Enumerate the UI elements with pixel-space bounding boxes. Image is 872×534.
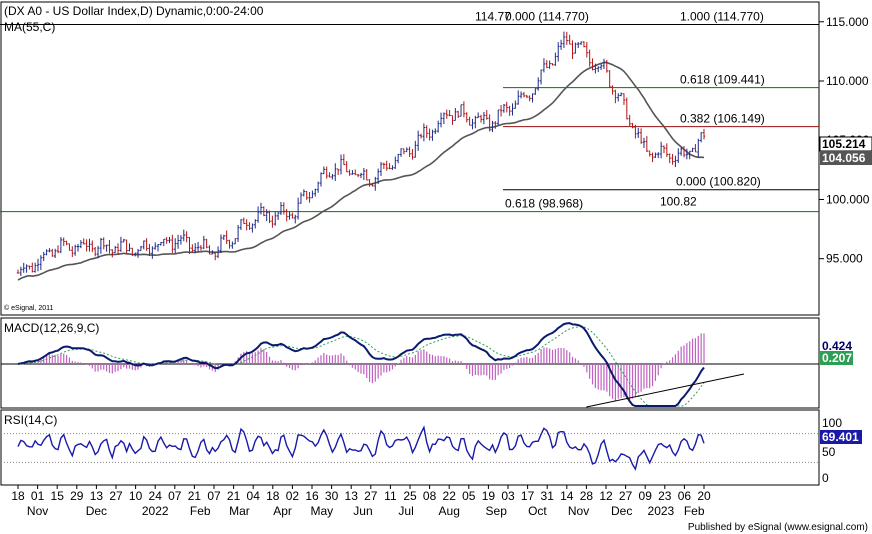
rsi-value-flag [820,430,862,444]
date-tick-label: 18 [266,489,280,503]
month-label: 2023 [648,504,675,518]
month-label: Apr [273,504,292,518]
date-tick-label: 20 [697,489,711,503]
month-label: Jun [353,504,372,518]
month-label: Nov [568,504,589,518]
fib-label: 0.382 (106.149) [680,112,765,126]
date-tick-label: 15 [51,489,65,503]
publisher-text: Published by eSignal (www.esignal.com) [688,522,868,533]
date-tick-label: 11 [384,489,397,503]
fib-label: 0.000 (114.770) [505,9,589,23]
date-tick-label: 04 [247,489,261,503]
date-tick-label: 10 [129,489,143,503]
date-tick-label: 28 [580,489,594,503]
month-label: Mar [229,504,250,518]
date-tick-label: 07 [207,489,221,503]
rsi-value: 69.401 [822,430,859,444]
rsi-line [17,425,705,471]
fib-label: 1.000 (114.770) [680,9,764,23]
month-label: Sep [486,504,508,518]
rsi-plot [1,425,819,471]
date-tick-label: 27 [619,489,633,503]
fib-label: 0.618 (109.441) [680,73,765,87]
date-tick-label: 13 [345,489,359,503]
fib-label: 0.618 (98.968) [505,197,583,211]
rsi-title: RSI(14,C) [4,413,57,427]
date-tick-label: 31 [541,489,555,503]
date-tick-label: 01 [31,489,45,503]
date-tick-label: 03 [501,489,515,503]
date-tick-label: 18 [11,489,25,503]
macd-value-flag [820,339,872,350]
ma-value-flag [820,151,872,165]
month-label: Feb [684,504,705,518]
date-tick-label: 29 [70,489,84,503]
last-price-value: 105.214 [822,137,866,151]
date-tick-label: 22 [443,489,457,503]
month-label: Feb [190,504,211,518]
ma-value: 104.056 [822,151,866,165]
month-label: 2022 [142,504,169,518]
signal-value: 0.207 [822,351,852,365]
price-tick-label: 95.000 [826,252,863,266]
month-label: Nov [27,504,48,518]
date-tick-label: 30 [325,489,339,503]
date-tick-label: 12 [599,489,613,503]
signal-value-flag [820,351,853,365]
ma-label: MA(55,C) [4,20,55,34]
date-tick-label: 19 [482,489,496,503]
date-tick-label: 16 [305,489,319,503]
month-label: Oct [528,504,547,518]
rsi-tick-0: 0 [822,471,829,485]
macd-plot [1,322,819,408]
rsi-tick-50: 50 [822,445,836,459]
date-tick-label: 14 [560,489,574,503]
price-tick-label: 115.000 [826,15,869,29]
month-label: Dec [611,504,632,518]
price-panel [0,1,820,316]
price-tick-label: 110.000 [826,74,869,88]
rsi-panel [0,409,820,486]
date-tick-label: 13 [90,489,104,503]
date-tick-label: 09 [639,489,653,503]
fib-label: 100.82 [660,195,697,209]
fib-lines: 114.770.000 (114.770) 1.000 (114.770) 0.61… [0,9,819,213]
date-tick-label: 07 [168,489,182,503]
price-tick-label: 100.000 [826,192,870,206]
macd-line [17,322,705,407]
month-label: Dec [86,504,107,518]
month-label: Aug [439,504,460,518]
date-tick-label: 17 [521,489,535,503]
month-label: May [310,504,333,518]
date-tick-label: 02 [286,489,300,503]
copyright-text: © eSignal, 2011 [4,304,54,312]
month-label: Jul [398,504,413,518]
date-tick-label: 25 [403,489,417,503]
chart-title: (DX A0 - US Dollar Index,D) Dynamic,0:00… [4,4,264,18]
date-tick-label: 21 [188,489,202,503]
macd-value: 0.424 [822,339,852,353]
rsi-tick-100: 100 [822,416,842,430]
fib-label: 0.000 (100.820) [676,175,761,189]
fib-label: 114.77 [475,9,511,23]
date-tick-label: 06 [678,489,692,503]
macd-trendline [586,373,745,408]
price-candles [16,31,706,276]
date-tick-label: 21 [227,489,241,503]
date-tick-label: 08 [423,489,437,503]
date-axis: 18 01 15 29 13 27 10 24 07 21 07 21 04 18 02 16 30 13 27 11… [11,485,711,518]
date-tick-label: 24 [149,489,163,503]
date-tick-label: 23 [658,489,672,503]
date-tick-label: 27 [109,489,123,503]
date-tick-label: 05 [462,489,476,503]
macd-title: MACD(12,26,9,C) [4,321,99,335]
date-tick-label: 27 [364,489,378,503]
